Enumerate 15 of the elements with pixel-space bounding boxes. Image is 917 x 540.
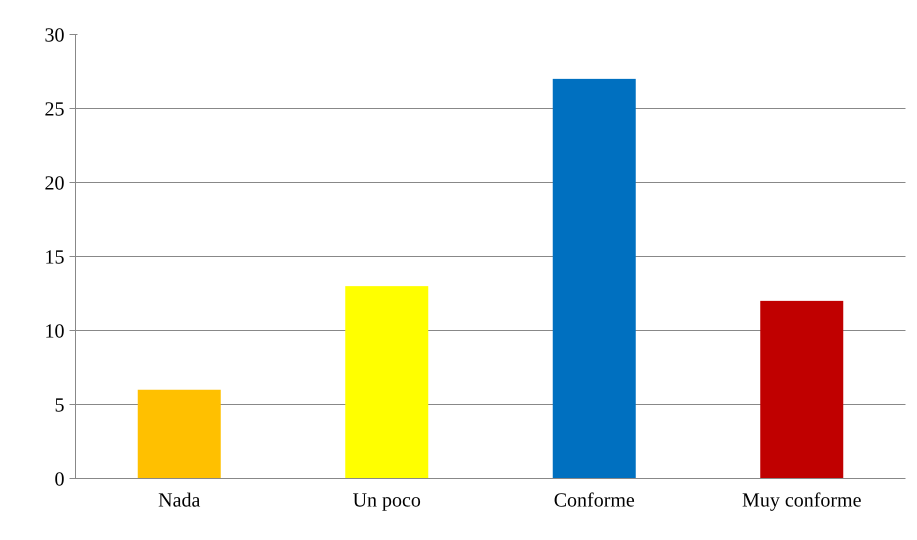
bar xyxy=(138,390,221,478)
bar xyxy=(760,300,844,478)
y-tick-label: 20 xyxy=(44,172,64,194)
y-tick-label: 30 xyxy=(44,24,64,46)
bar xyxy=(345,286,428,478)
y-tick-label: 5 xyxy=(54,394,64,416)
x-tick-label: Muy conforme xyxy=(742,490,862,512)
y-tick-label: 25 xyxy=(44,98,64,120)
y-tick-label: 0 xyxy=(54,468,64,490)
x-tick-label: Conforme xyxy=(554,490,635,512)
x-tick-label: Nada xyxy=(158,490,200,512)
bar xyxy=(552,78,636,478)
y-tick-label: 15 xyxy=(44,246,64,268)
y-tick-label: 10 xyxy=(44,320,64,342)
x-tick-label: Un poco xyxy=(352,490,421,512)
